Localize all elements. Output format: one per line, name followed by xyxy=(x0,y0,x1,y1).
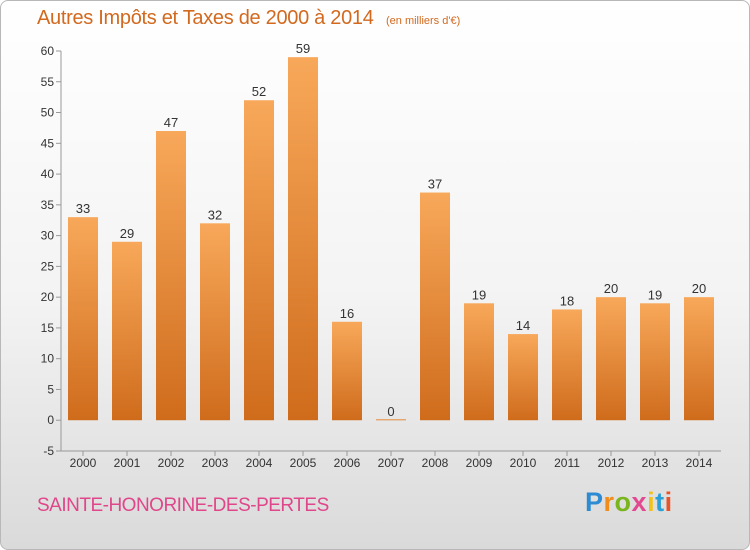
x-tick-label: 2009 xyxy=(466,456,493,470)
y-tick-label: 55 xyxy=(41,75,55,89)
y-tick-label: 10 xyxy=(41,352,55,366)
bar-value-label: 20 xyxy=(604,281,618,296)
bar-value-label: 29 xyxy=(120,226,134,241)
bar-value-label: 33 xyxy=(76,201,90,216)
axes: -5 0 5 10 15 20 25 30 35 40 45 50 55 60 2000 2001 2002 20… xyxy=(41,44,721,470)
x-tick-label: 2000 xyxy=(70,456,97,470)
bar xyxy=(288,57,318,421)
logo-letter: o xyxy=(614,487,632,517)
bars: 33 29 47 32 52 59 16 0 37 19 14 18 20 19 20 xyxy=(68,41,714,421)
x-tick-label: 2014 xyxy=(686,456,713,470)
bar xyxy=(332,321,362,421)
bar-value-label: 37 xyxy=(428,177,442,192)
y-tick-label: 60 xyxy=(41,44,55,58)
bar-value-label: 52 xyxy=(252,84,266,99)
bar xyxy=(552,309,582,421)
x-tick-label: 2007 xyxy=(378,456,405,470)
logo-letter: t xyxy=(655,487,665,517)
bar-value-label: 59 xyxy=(296,41,310,56)
bar-value-label: 32 xyxy=(208,207,222,222)
logo-letter: i xyxy=(664,487,673,517)
bar xyxy=(596,297,626,421)
bar xyxy=(200,223,230,421)
bar-value-label: 14 xyxy=(516,318,530,333)
y-tick-label: 20 xyxy=(41,290,55,304)
y-tick-label: 35 xyxy=(41,198,55,212)
y-tick-label: -5 xyxy=(43,444,54,458)
bar xyxy=(112,241,142,421)
x-tick-label: 2004 xyxy=(246,456,273,470)
bar xyxy=(464,303,494,421)
logo-letter: P xyxy=(585,487,604,517)
x-tick-label: 2011 xyxy=(554,456,580,470)
y-tick-label: 15 xyxy=(41,321,55,335)
bar xyxy=(508,334,538,421)
bar-value-label: 19 xyxy=(472,287,486,302)
bar xyxy=(640,303,670,421)
y-tick-label: 0 xyxy=(47,413,54,427)
x-tick-label: 2006 xyxy=(334,456,361,470)
chart-subtitle: (en milliers d'€) xyxy=(386,15,461,27)
bar xyxy=(684,297,714,421)
x-tick-label: 2005 xyxy=(290,456,317,470)
bar-value-label: 47 xyxy=(164,115,178,130)
y-tick-label: 45 xyxy=(41,136,55,150)
logo-letter: r xyxy=(603,487,615,517)
x-tick-label: 2002 xyxy=(158,456,185,470)
x-tick-label: 2008 xyxy=(422,456,449,470)
y-tick-label: 50 xyxy=(41,106,55,120)
bar xyxy=(376,419,406,421)
commune-name: SAINTE-HONORINE-DES-PERTES xyxy=(37,495,329,516)
logo-letter: x xyxy=(631,487,648,517)
chart-title: Autres Impôts et Taxes de 2000 à 2014 xyxy=(37,7,374,29)
x-tick-label: 2012 xyxy=(598,456,625,470)
x-tick-label: 2013 xyxy=(642,456,669,470)
x-tick-label: 2001 xyxy=(114,456,141,470)
y-tick-label: 25 xyxy=(41,259,55,273)
bar xyxy=(244,100,274,421)
bar-value-label: 18 xyxy=(560,293,574,308)
bar-value-label: 0 xyxy=(387,404,394,419)
y-tick-label: 30 xyxy=(41,229,55,243)
logo-letter: i xyxy=(647,487,656,517)
title-row: Autres Impôts et Taxes de 2000 à 2014 (e… xyxy=(37,7,460,30)
y-tick-label: 40 xyxy=(41,167,55,181)
bar xyxy=(156,131,186,421)
bar-value-label: 16 xyxy=(340,306,354,321)
bar xyxy=(68,217,98,421)
y-tick-label: 5 xyxy=(47,382,54,396)
x-tick-label: 2003 xyxy=(202,456,229,470)
proxiti-logo[interactable]: Proxiti xyxy=(585,487,673,518)
bar xyxy=(420,192,450,421)
bar-value-label: 20 xyxy=(692,281,706,296)
x-tick-label: 2010 xyxy=(510,456,537,470)
bar-value-label: 19 xyxy=(648,287,662,302)
